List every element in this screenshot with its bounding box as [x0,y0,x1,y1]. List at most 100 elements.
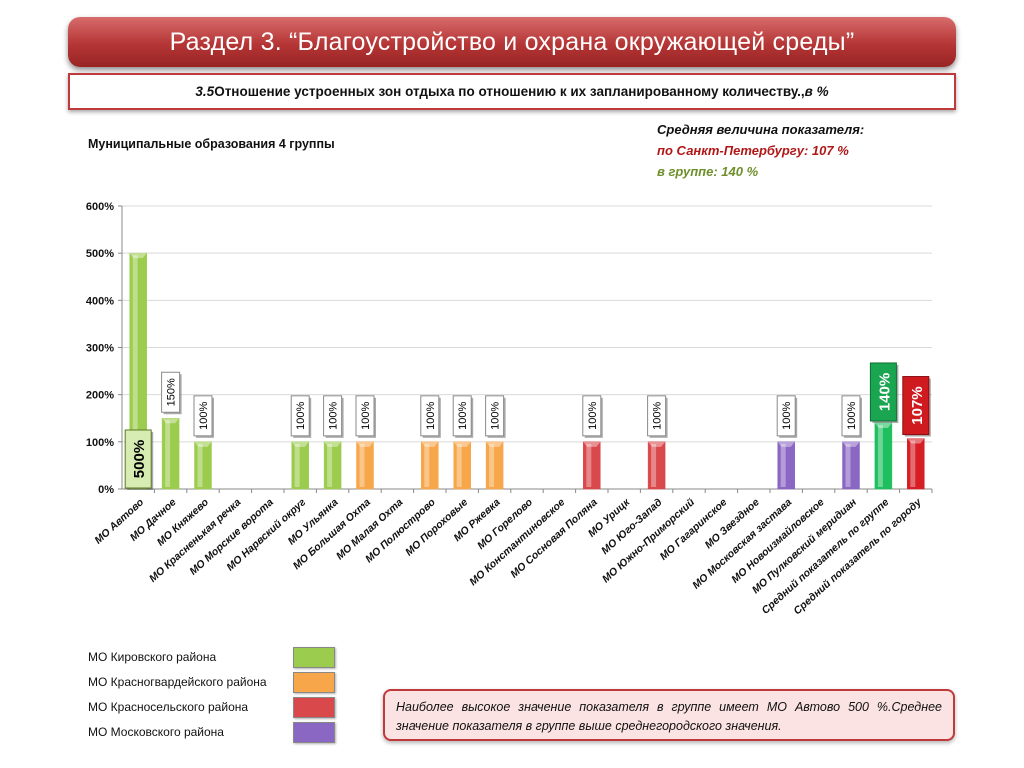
bar-highlight [651,443,657,487]
data-label: 500% [131,440,148,478]
y-tick-label: 200% [86,390,114,402]
data-label-box [582,395,602,437]
data-label-box [452,395,472,437]
bar-highlight [294,443,300,487]
bar-bevel [874,422,892,428]
data-label-box [290,395,310,437]
legend: МО Кировского района МО Красногвардейско… [88,646,348,746]
indicator-text: Отношение устроенных зон отдыха по отнош… [214,84,805,99]
data-label-box [485,395,505,437]
data-label-box [841,395,861,437]
data-label-box [193,395,213,437]
bar-bevel [356,441,374,447]
data-label: 100% [425,402,437,430]
bar-highlight [877,424,883,487]
average-city: по Санкт-Петербургу: 107 % [657,143,849,158]
data-label: 107% [909,386,926,424]
data-label-box [355,395,375,437]
y-tick-label: 0% [98,484,114,496]
data-label: 100% [328,402,340,430]
data-label-box [776,395,796,437]
data-label: 100% [490,402,502,430]
legend-item: МО Кировского района [88,646,348,671]
average-group: в группе: 140 % [657,164,759,179]
legend-swatch [293,722,335,743]
bar [421,441,439,490]
legend-item: МО Красносельского района [88,696,348,721]
y-tick-label: 600% [86,201,114,213]
legend-label: МО Красногвардейского района [88,675,267,689]
data-label: 100% [781,402,793,430]
bar-highlight [910,440,916,487]
legend-label: МО Кировского района [88,650,217,664]
bar-bevel [648,441,666,447]
bar-bevel [162,418,180,424]
bar-bevel [324,441,342,447]
legend-label: МО Московского района [88,725,224,739]
data-label-box [420,395,440,437]
bar-highlight [132,255,138,487]
bar-highlight [586,443,592,487]
data-label-box [902,376,930,436]
bar [291,441,309,490]
bar-highlight [327,443,333,487]
bar [356,441,374,490]
data-label: 100% [652,402,664,430]
conclusion-text: Наиболее высокое значение показателя в г… [396,700,942,733]
bar-highlight [780,443,786,487]
bar [842,441,860,490]
bar-highlight [197,443,203,487]
bar-bevel [777,441,795,447]
legend-swatch [293,697,335,718]
bar-bevel [907,438,925,444]
bar [647,441,666,490]
x-category-label: МО Горелово [475,496,535,552]
legend-label: МО Красносельского района [88,700,249,714]
data-label-box [323,395,343,437]
bar [453,441,471,490]
legend-swatch [293,672,335,693]
data-label-box [124,429,152,489]
bar-bevel [583,441,601,447]
bar-highlight [359,443,365,487]
group-label: Муниципальные образования 4 группы [88,137,335,151]
bar-bevel [421,441,439,447]
bar-bevel [842,441,860,447]
bar-highlight [165,420,171,487]
legend-item: МО Московского района [88,721,348,746]
indicator-subtitle: 3.5 Отношение устроенных зон отдыха по о… [68,73,956,110]
data-label: 100% [295,402,307,430]
data-label: 100% [587,402,599,430]
y-tick-label: 500% [86,248,114,260]
conclusion-note: Наиболее высокое значение показателя в г… [383,689,955,741]
indicator-number: 3.5 [195,84,215,99]
bar [194,441,212,490]
data-label: 100% [360,402,372,430]
indicator-unit: в % [804,84,829,99]
bar-bevel [291,441,309,447]
y-tick-label: 300% [86,343,114,355]
section-title: Раздел 3. “Благоустройство и охрана окру… [169,27,855,56]
data-label: 140% [876,373,893,411]
bar-highlight [424,443,430,487]
y-tick-label: 100% [86,437,114,449]
data-label-box [161,371,181,413]
bar [485,441,504,490]
data-label: 100% [198,402,210,430]
data-label-box [647,395,667,437]
bar-highlight [489,443,495,487]
bar [161,418,180,490]
y-tick-label: 400% [86,295,114,307]
bar-highlight [845,443,851,487]
bar-chart: 0%100%200%300%400%500%600%500%МО Автово1… [86,201,933,617]
bar [583,441,601,490]
bar-bevel [194,441,212,447]
bar-bevel [453,441,471,447]
bar-highlight [456,443,462,487]
average-values-box: Средняя величина показателя: по Санкт-Пе… [657,119,864,182]
bar [323,441,342,490]
bar [874,422,893,490]
bar-bevel [486,441,504,447]
section-title-banner: Раздел 3. “Благоустройство и охрана окру… [68,17,956,67]
average-title: Средняя величина показателя: [657,122,865,137]
